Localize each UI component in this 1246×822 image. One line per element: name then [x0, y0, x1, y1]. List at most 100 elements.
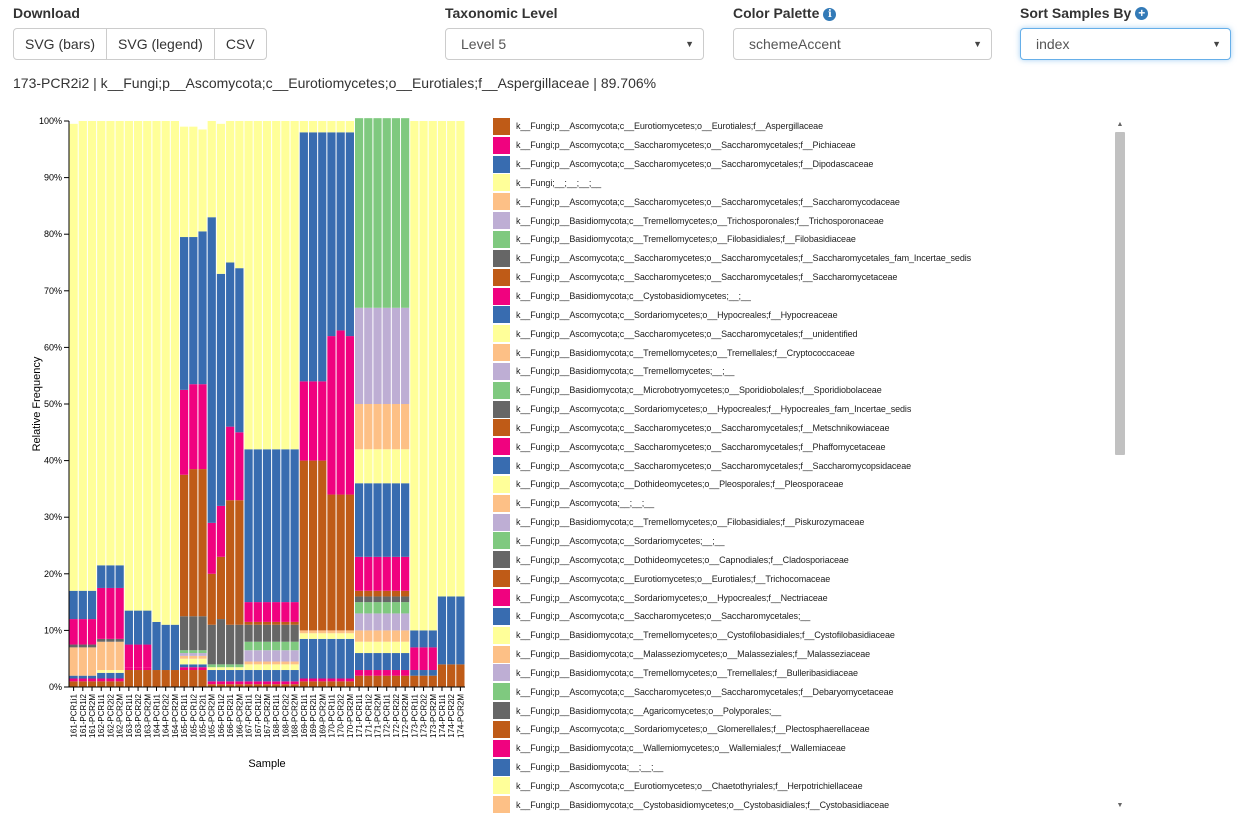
download-csv-button[interactable]: CSV	[213, 28, 267, 60]
plus-circle-icon[interactable]: +	[1135, 7, 1149, 20]
bar-segment	[198, 670, 207, 687]
bar-segment	[272, 664, 281, 671]
bar-segment	[106, 121, 115, 566]
legend-label: k__Fungi;p__Ascomycota;c__Sordariomycete…	[516, 592, 828, 603]
bar-segment	[69, 619, 78, 645]
bar-segment	[336, 678, 345, 682]
bar-segment	[244, 602, 253, 622]
bar-segment	[97, 678, 106, 682]
bar-segment	[318, 121, 327, 133]
legend-item: k__Fungi;p__Ascomycota;c__Saccharomycete…	[493, 136, 1113, 155]
bar-segment	[345, 633, 354, 639]
bar-segment	[189, 667, 198, 671]
legend-label: k__Fungi;p__Ascomycota;c__Saccharomycete…	[516, 253, 972, 264]
bar-segment	[401, 307, 410, 404]
bar-segment	[87, 647, 97, 676]
bar-segment	[170, 121, 180, 625]
legend-label: k__Fungi;p__Basidiomycota;c__Tremellomyc…	[516, 517, 865, 528]
bar-segment	[180, 616, 189, 651]
bar-segment	[198, 616, 207, 651]
bar-segment	[133, 670, 143, 687]
bar-segment	[198, 658, 207, 665]
scroll-down-icon[interactable]: ▼	[1116, 802, 1124, 809]
bar-segment	[382, 556, 391, 591]
legend-item: k__Fungi;p__Basidiomycota;c__Agaricomyce…	[493, 701, 1113, 720]
bar-segment	[336, 494, 345, 631]
bar-segment	[318, 460, 327, 631]
bar-segment	[401, 590, 410, 597]
bar-segment	[272, 624, 281, 642]
scroll-up-icon[interactable]: ▲	[1116, 121, 1124, 128]
x-tick-label: 170-PCR2i2	[337, 693, 346, 737]
info-icon[interactable]: i	[823, 8, 837, 21]
sort-samples-select[interactable]: index ▼	[1020, 28, 1231, 60]
bar-segment	[437, 121, 447, 597]
bar-segment	[308, 121, 318, 133]
bar-segment	[447, 596, 456, 665]
legend-label: k__Fungi;p__Basidiomycota;c__Agaricomyce…	[516, 705, 782, 716]
bar-segment	[69, 123, 78, 591]
bar-segment	[216, 670, 226, 682]
bar-segment	[290, 621, 299, 625]
bar-segment	[345, 638, 354, 679]
download-svg-bars-button[interactable]: SVG (bars)	[13, 28, 108, 60]
bar-segment	[354, 670, 364, 676]
bar-segment	[253, 624, 262, 642]
legend-swatch	[493, 212, 510, 230]
bar-segment	[364, 596, 373, 603]
bar-segment	[281, 624, 290, 642]
bar-segment	[124, 670, 133, 687]
legend-label: k__Fungi;p__Ascomycota;c__Sordariomycete…	[516, 535, 725, 546]
bar-segment	[216, 619, 226, 665]
bar-segment	[216, 667, 226, 671]
bar-segment	[290, 684, 299, 687]
bar-segment	[281, 681, 290, 685]
bar-segment	[226, 426, 235, 501]
x-tick-label: 173-PCR2M	[429, 694, 438, 738]
bar-segment	[161, 624, 170, 671]
bar-segment	[373, 404, 382, 450]
legend-swatch	[493, 796, 510, 814]
bar-segment	[189, 616, 198, 651]
legend-label: k__Fungi;p__Ascomycota;c__Eurotiomycetes…	[516, 780, 863, 791]
hover-info-text: 173-PCR2i2 | k__Fungi;p__Ascomycota;c__E…	[13, 75, 657, 91]
bar-segment	[216, 664, 226, 668]
color-palette-select[interactable]: schemeAccent ▼	[733, 28, 992, 60]
bar-segment	[373, 675, 382, 687]
x-tick-label: 167-PCR2M	[263, 694, 272, 738]
x-tick-label: 165-PCR1i2	[189, 693, 198, 737]
bar-segment	[354, 596, 364, 603]
bar-segment	[235, 268, 244, 433]
taxonomic-level-select[interactable]: Level 5 ▼	[445, 28, 704, 60]
legend-label: k__Fungi;p__Basidiomycota;c__Tremellomyc…	[516, 366, 735, 377]
scrollbar-thumb[interactable]	[1115, 132, 1125, 455]
bar-segment	[244, 670, 253, 682]
bar-segment	[327, 336, 336, 495]
legend-scrollbar[interactable]: ▲ ▼	[1113, 117, 1127, 814]
y-tick-label: 50%	[44, 399, 62, 409]
legend-label: k__Fungi;p__Basidiomycota;c__Microbotryo…	[516, 385, 882, 396]
bar-segment	[299, 630, 308, 634]
legend-swatch	[493, 117, 510, 135]
legend-swatch	[493, 325, 510, 343]
x-tick-label: 169-PCR1i1	[300, 693, 309, 737]
bar-segment	[198, 384, 207, 470]
legend-label: k__Fungi;p__Ascomycota;c__Saccharomycete…	[516, 611, 811, 622]
chevron-down-icon: ▼	[1212, 39, 1221, 49]
bar-segment	[318, 132, 327, 382]
bar-segment	[253, 621, 262, 625]
bar-segment	[299, 460, 308, 631]
bar-segment	[327, 681, 336, 687]
bar-segment	[281, 664, 290, 671]
legend-item: k__Fungi;p__Basidiomycota;c__Cystobasidi…	[493, 287, 1113, 306]
bar-segment	[373, 641, 382, 654]
bar-segment	[207, 624, 216, 665]
legend-swatch	[493, 513, 510, 531]
download-svg-legend-button[interactable]: SVG (legend)	[106, 28, 215, 60]
bar-segment	[115, 681, 124, 687]
bar-segment	[391, 556, 401, 591]
legend-label: k__Fungi;p__Ascomycota;c__Eurotiomycetes…	[516, 121, 823, 132]
bar-segment	[170, 624, 180, 671]
bar-segment	[382, 307, 391, 404]
bar-segment	[428, 630, 437, 648]
